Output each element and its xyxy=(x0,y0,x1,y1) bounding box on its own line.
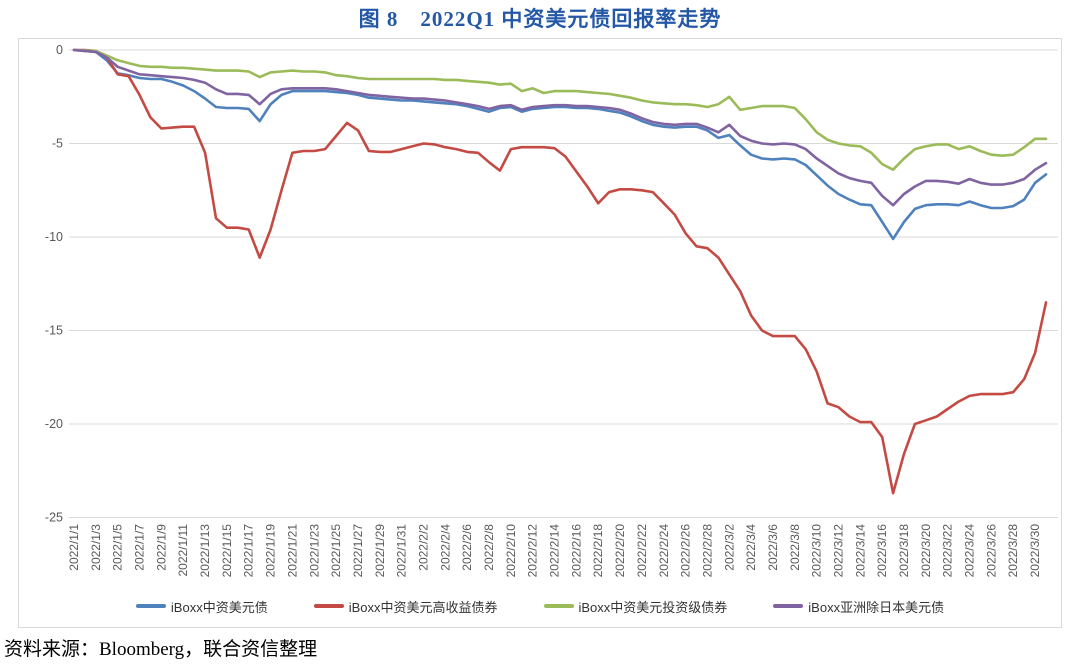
x-axis-tick-label: 2022/1/7 xyxy=(133,524,147,571)
legend-label: iBoxx中资美元高收益债券 xyxy=(348,599,498,615)
y-axis-tick-label: -20 xyxy=(45,417,63,431)
x-axis-tick-label: 2022/1/25 xyxy=(329,524,343,578)
x-axis-tick-label: 2022/2/6 xyxy=(460,524,474,571)
y-axis-tick-label: -5 xyxy=(52,137,63,151)
x-axis-tick-label: 2022/3/30 xyxy=(1028,524,1042,578)
legend-swatch xyxy=(773,604,804,608)
legend-label: iBoxx中资美元债 xyxy=(170,599,268,615)
legend-item: iBoxx亚洲除日本美元债 xyxy=(773,597,944,616)
x-axis-tick-label: 2022/3/8 xyxy=(788,524,802,571)
x-axis-tick-label: 2022/2/12 xyxy=(526,524,540,578)
x-axis-tick-label: 2022/2/20 xyxy=(613,524,627,578)
x-axis-tick-label: 2022/2/14 xyxy=(548,524,562,578)
legend-item: iBoxx中资美元高收益债券 xyxy=(313,597,498,616)
legend-label: iBoxx中资美元投资级债券 xyxy=(578,599,728,615)
x-axis-tick-label: 2022/3/4 xyxy=(744,524,758,571)
chart-title: 图 8 2022Q1 中资美元债回报率走势 xyxy=(358,7,722,31)
legend-swatch xyxy=(135,604,166,608)
legend-swatch xyxy=(313,604,344,608)
x-axis-tick-label: 2022/1/23 xyxy=(307,524,321,578)
source-note: 资料来源：Bloomberg，联合资信整理 xyxy=(4,639,318,660)
x-axis-tick-label: 2022/1/11 xyxy=(176,524,190,577)
legend-item: iBoxx中资美元债 xyxy=(135,597,268,616)
series-line-iBoxx中资美元高收益债券 xyxy=(72,48,1048,495)
x-axis-tick-label: 2022/3/26 xyxy=(984,524,998,578)
series-line-iBoxx亚洲除日本美元债 xyxy=(72,48,1048,207)
legend: iBoxx中资美元债 iBoxx中资美元高收益债券 iBoxx中资美元投资级债券 iB… xyxy=(19,595,1061,617)
series-line-iBoxx中资美元投资级债券 xyxy=(72,48,1048,171)
x-axis-tick-label: 2022/2/24 xyxy=(657,524,671,578)
x-axis-tick-label: 2022/2/26 xyxy=(679,524,693,578)
x-axis-tick-label: 2022/3/18 xyxy=(897,524,911,578)
x-axis-tick-label: 2022/3/28 xyxy=(1006,524,1020,578)
x-axis-tick-label: 2022/1/21 xyxy=(285,524,299,578)
x-axis-tick-label: 2022/3/6 xyxy=(766,524,780,571)
x-axis-tick-label: 2022/1/17 xyxy=(242,524,256,578)
x-axis-tick-label: 2022/1/29 xyxy=(373,524,387,578)
chart-area: 0 -5 -10 -15 -20 -25 2022/1/1 2022/1/3 2022/1/5 2… xyxy=(18,38,1062,628)
x-axis-tick-label: 2022/1/27 xyxy=(351,524,365,578)
x-axis-tick-label: 2022/1/3 xyxy=(89,524,103,571)
x-axis-tick-label: 2022/2/22 xyxy=(635,524,649,578)
x-axis-tick-label: 2022/1/9 xyxy=(154,524,168,571)
legend-item: iBoxx中资美元投资级债券 xyxy=(543,597,728,616)
plot-svg: 0 -5 -10 -15 -20 -25 2022/1/1 2022/1/3 2022/1/5 2… xyxy=(45,43,1058,578)
x-axis-tick-label: 2022/3/14 xyxy=(853,524,867,578)
series-line-iBoxx中资美元债 xyxy=(72,48,1048,241)
y-axis-tick-label: -10 xyxy=(45,230,63,244)
x-axis-tick-label: 2022/1/19 xyxy=(264,524,278,578)
y-axis-tick-label: -15 xyxy=(45,324,63,338)
x-axis-tick-label: 2022/2/10 xyxy=(504,524,518,578)
x-axis-tick-label: 2022/3/12 xyxy=(831,524,845,578)
x-axis-tick-label: 2022/1/5 xyxy=(111,524,125,571)
x-axis-tick-label: 2022/3/20 xyxy=(919,524,933,578)
x-axis-tick-label: 2022/1/31 xyxy=(395,524,409,578)
x-axis-tick-label: 2022/3/10 xyxy=(810,524,824,578)
legend-swatch xyxy=(543,604,574,608)
x-axis-tick-label: 2022/2/4 xyxy=(438,524,452,571)
y-axis-tick-label: -25 xyxy=(45,511,63,525)
x-axis-tick-label: 2022/2/28 xyxy=(700,524,714,578)
x-axis-tick-label: 2022/2/2 xyxy=(416,524,430,571)
y-axis-tick-label: 0 xyxy=(56,43,63,57)
x-axis-tick-label: 2022/1/15 xyxy=(220,524,234,578)
x-axis-tick-label: 2022/1/13 xyxy=(198,524,212,578)
x-axis-tick-label: 2022/3/22 xyxy=(941,524,955,578)
x-axis-tick-label: 2022/3/16 xyxy=(875,524,889,578)
x-axis-tick-label: 2022/2/16 xyxy=(569,524,583,578)
x-axis-tick-label: 2022/1/1 xyxy=(67,524,81,571)
legend-label: iBoxx亚洲除日本美元债 xyxy=(808,599,945,615)
x-axis-tick-label: 2022/3/2 xyxy=(722,524,736,571)
x-axis-tick-label: 2022/3/24 xyxy=(963,524,977,578)
x-axis-tick-label: 2022/2/8 xyxy=(482,524,496,571)
x-axis-tick-label: 2022/2/18 xyxy=(591,524,605,578)
